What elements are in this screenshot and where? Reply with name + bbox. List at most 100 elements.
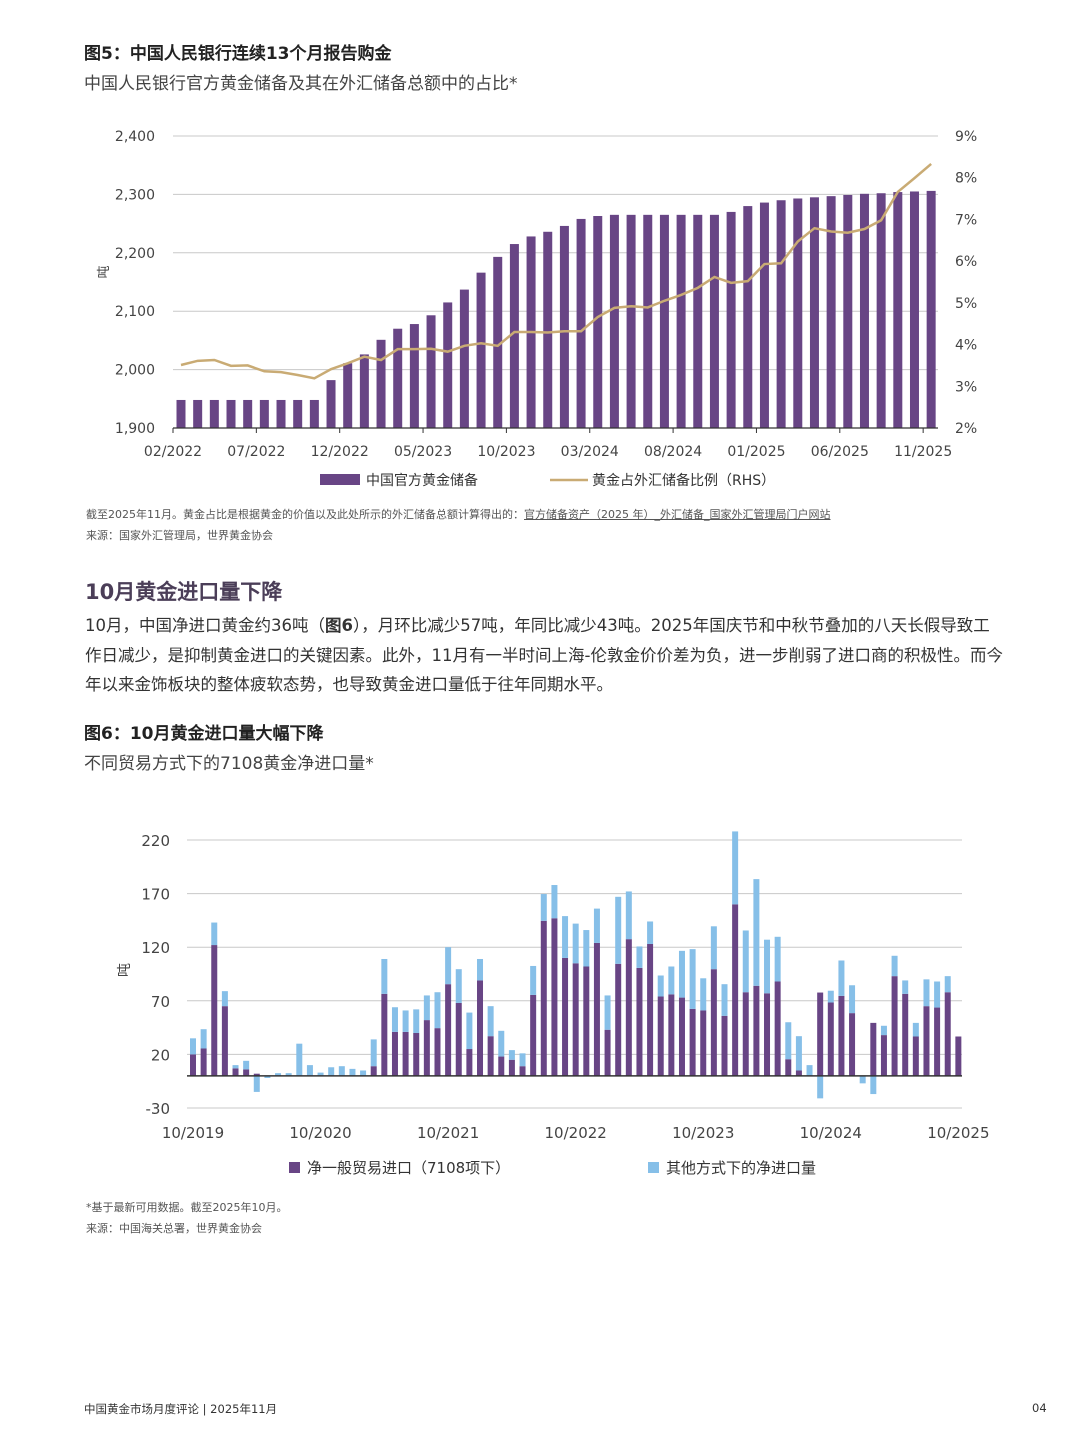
x-tick-label: 10/2021 (417, 1124, 479, 1142)
bar-general (455, 1002, 462, 1076)
bar-general (423, 1020, 430, 1076)
bar-other (647, 921, 654, 944)
bar (326, 380, 336, 428)
bar-general (710, 969, 717, 1076)
bar-general (604, 1029, 611, 1076)
legend-bar-label: 中国官方黄金储备 (366, 472, 478, 489)
bar (309, 399, 319, 428)
bar-general (190, 1054, 196, 1076)
figure6-footnote: *基于最新可用数据。截至2025年10月。 (86, 1201, 288, 1214)
bar-general (891, 976, 898, 1076)
y-tick-label: 170 (141, 886, 170, 904)
x-tick-label: 11/2025 (894, 444, 952, 460)
bar-other (572, 923, 579, 964)
bar (709, 214, 719, 428)
x-tick-label: 10/2025 (927, 1124, 989, 1142)
bar-general (647, 943, 654, 1076)
bar (193, 399, 203, 428)
legend-general-label: 净一般贸易进口（7108项下） (307, 1159, 510, 1177)
y-tick-label: 1,900 (115, 421, 155, 437)
figure5-note-link[interactable]: 官方储备资产（2025 年）_外汇储备_国家外汇管理局门户网站 (524, 508, 831, 521)
section-paragraph: 10月，中国净进口黄金约36吨（图6），月环比减少57吨，年同比减少43吨。20… (85, 611, 1005, 700)
bar-general (742, 992, 749, 1076)
bar-other (338, 1066, 345, 1076)
figure5-source: 来源：国家外汇管理局，世界黄金协会 (86, 529, 273, 542)
y-tick-label: 220 (141, 832, 170, 850)
bar (576, 218, 586, 428)
bar (693, 214, 703, 428)
bar-other (540, 894, 547, 921)
x-tick-label: 07/2022 (227, 444, 285, 460)
bar-other (232, 1065, 239, 1069)
bar-other (487, 1006, 494, 1037)
bar-general (764, 993, 771, 1076)
bar (343, 363, 353, 428)
page-number: 04 (1032, 1401, 1047, 1415)
bar-general (551, 918, 558, 1076)
footer-title: 中国黄金市场月度评论 | 2025年11月 (84, 1402, 278, 1416)
bar-general (934, 1007, 941, 1076)
y-tick-label: 2,100 (115, 304, 155, 320)
bar-general (625, 939, 632, 1076)
bar-general (838, 995, 845, 1076)
bar-other (466, 1012, 473, 1050)
figure6-subtitle: 不同贸易方式下的7108黄金净进口量* (84, 754, 374, 774)
bar-other (923, 979, 930, 1007)
bar-general (391, 1031, 398, 1076)
bar (743, 206, 753, 428)
figure6-reference: 图6 (325, 616, 353, 635)
y-tick-label: 120 (141, 939, 170, 957)
bar-general (583, 966, 590, 1076)
figure6-chart: -30 20 70 120 170 220 吨 10/2019 10/2020 10/2021 10… (117, 831, 990, 1177)
bar-general (466, 1049, 473, 1076)
bar-general (370, 1066, 377, 1076)
bar (476, 272, 486, 428)
bar-general (487, 1036, 494, 1076)
x-tick-label: 12/2022 (311, 444, 369, 460)
bar-general (562, 957, 569, 1076)
bar (409, 324, 419, 428)
bar-general (785, 1059, 792, 1076)
y2-tick-label: 3% (955, 379, 977, 395)
x-tick-label: 10/2023 (672, 1124, 734, 1142)
bar-general (678, 997, 685, 1076)
bar (809, 197, 819, 428)
bar-other (700, 978, 707, 1011)
bar (893, 192, 903, 428)
bar-other (360, 1070, 367, 1076)
bar-general (849, 1013, 856, 1076)
bar (926, 190, 936, 428)
bar-general (912, 1036, 919, 1076)
bar (543, 231, 553, 428)
legend-bar-swatch (320, 474, 360, 485)
bar-other (636, 946, 643, 968)
bar-general (445, 984, 452, 1076)
bar (459, 289, 469, 428)
x-tick-label: 02/2022 (144, 444, 202, 460)
y-tick-label: 2,400 (115, 129, 155, 145)
bar (593, 216, 603, 428)
bar-general (498, 1056, 505, 1076)
bar-other (849, 985, 856, 1014)
legend-other-swatch (648, 1162, 659, 1173)
bar-other (413, 1009, 420, 1033)
x-tick-label: 03/2024 (561, 444, 619, 460)
bar-general (827, 1002, 834, 1076)
bar-other (880, 1025, 887, 1036)
bar-other (593, 908, 600, 943)
bar-general (657, 996, 664, 1076)
bar-other (285, 1073, 292, 1076)
x-tick-label: 05/2023 (394, 444, 452, 460)
bar-general (700, 1010, 707, 1076)
bar (559, 225, 569, 428)
bar-general (615, 963, 622, 1076)
bar-other (477, 958, 484, 981)
y-tick-label: 70 (151, 993, 170, 1011)
y2-tick-label: 4% (955, 338, 977, 354)
y2-tick-label: 8% (955, 171, 977, 187)
bar-other (678, 950, 685, 998)
bar (209, 399, 219, 428)
bar-other (275, 1073, 282, 1076)
figure5-note-text: 截至2025年11月。黄金占比是根据黄金的价值以及此处所示的外汇储备总额计算得出… (86, 508, 524, 521)
x-tick-label: 10/2019 (162, 1124, 224, 1142)
